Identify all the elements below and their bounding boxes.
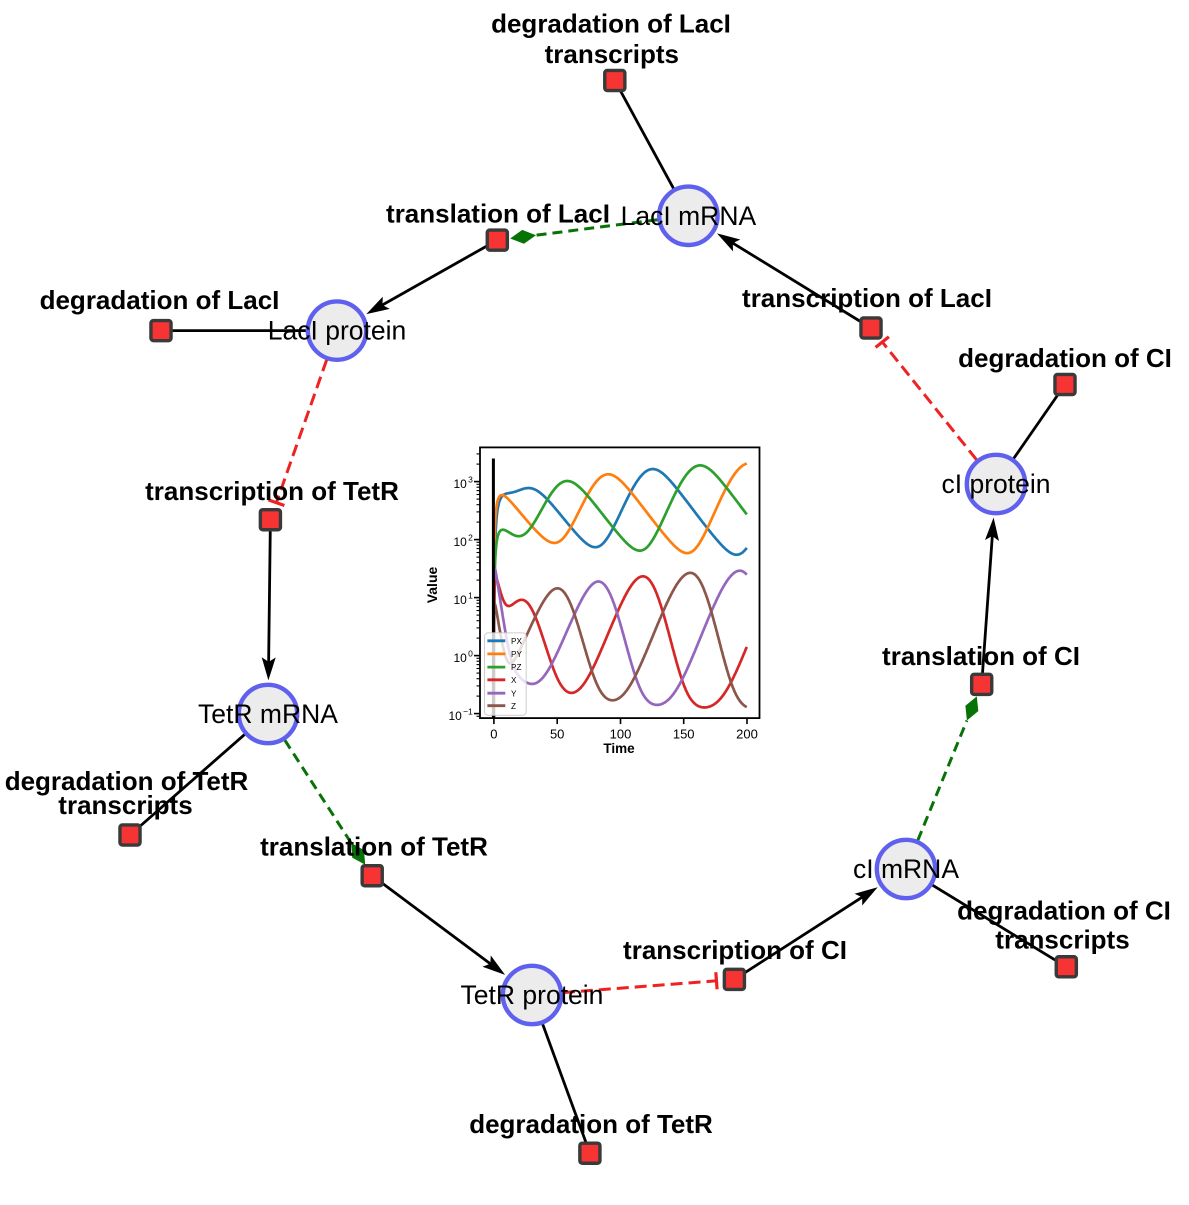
svg-text:LacI mRNA: LacI mRNA (621, 201, 757, 231)
svg-text:transcription of LacI: transcription of LacI (742, 283, 992, 313)
svg-text:10: 10 (453, 535, 467, 549)
svg-text:Value: Value (424, 567, 440, 604)
svg-text:10: 10 (448, 709, 462, 723)
svg-text:2: 2 (468, 532, 473, 542)
svg-text:PZ: PZ (511, 663, 521, 672)
svg-text:1: 1 (468, 590, 473, 600)
svg-text:degradation of LacI: degradation of LacI (491, 9, 731, 39)
svg-text:transcripts: transcripts (58, 790, 192, 820)
svg-text:TetR mRNA: TetR mRNA (198, 699, 338, 729)
svg-text:0: 0 (490, 727, 497, 742)
svg-text:10: 10 (453, 651, 467, 665)
svg-text:transcripts: transcripts (995, 925, 1129, 955)
svg-text:3: 3 (468, 474, 473, 484)
svg-text:Z: Z (511, 702, 516, 711)
svg-text:cI mRNA: cI mRNA (853, 854, 959, 884)
svg-text:X: X (511, 676, 517, 685)
svg-text:degradation of LacI: degradation of LacI (40, 285, 280, 315)
svg-text:translation of CI: translation of CI (882, 641, 1080, 671)
svg-text:translation of TetR: translation of TetR (260, 832, 488, 862)
svg-text:0: 0 (468, 648, 473, 658)
svg-text:cI protein: cI protein (941, 469, 1050, 499)
svg-text:degradation of TetR: degradation of TetR (469, 1109, 713, 1139)
svg-text:10: 10 (453, 477, 467, 491)
svg-text:PX: PX (511, 637, 522, 646)
svg-text:LacI protein: LacI protein (268, 316, 406, 346)
svg-text:−1: −1 (463, 706, 473, 716)
svg-text:degradation of CI: degradation of CI (958, 343, 1172, 373)
svg-text:transcripts: transcripts (545, 39, 679, 69)
svg-text:150: 150 (673, 727, 695, 742)
svg-text:PY: PY (511, 650, 522, 659)
svg-text:translation of LacI: translation of LacI (386, 198, 610, 228)
svg-text:50: 50 (550, 727, 564, 742)
svg-text:TetR protein: TetR protein (461, 980, 604, 1010)
svg-text:transcription of CI: transcription of CI (623, 935, 847, 965)
svg-text:Y: Y (511, 689, 517, 698)
svg-text:100: 100 (610, 727, 632, 742)
svg-text:200: 200 (736, 727, 758, 742)
svg-text:10: 10 (453, 593, 467, 607)
svg-text:degradation of TetR: degradation of TetR (5, 766, 249, 796)
svg-text:transcription of TetR: transcription of TetR (145, 476, 399, 506)
svg-text:Time: Time (603, 741, 635, 756)
svg-text:degradation of CI: degradation of CI (957, 895, 1171, 925)
